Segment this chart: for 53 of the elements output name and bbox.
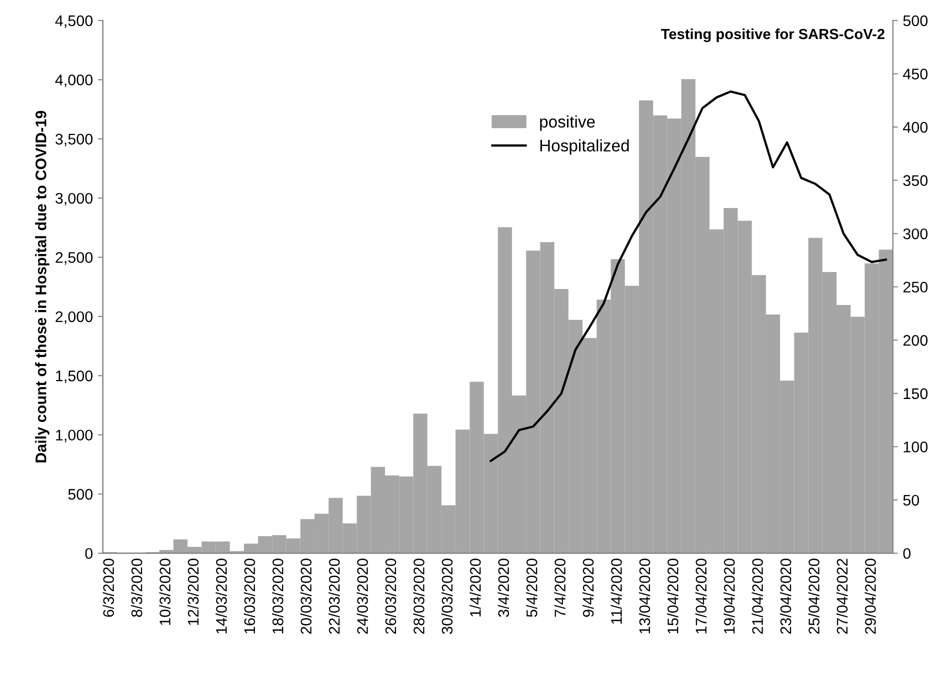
x-tick-label: 22/03/2020 — [328, 558, 340, 634]
y2-tick-label: 150 — [904, 388, 928, 400]
y-tick-label: 4,000 — [55, 74, 93, 88]
x-tick-label: 16/03/2020 — [244, 558, 256, 634]
y-tick-label: 0 — [85, 548, 93, 559]
x-tick-label: 29/04/2020 — [864, 558, 876, 634]
y-tick-label: 1,000 — [56, 430, 93, 442]
y2-tick-label: 400 — [903, 122, 928, 133]
y2-tick-label: 250 — [903, 282, 928, 293]
x-tick-label: 15/04/2020 — [667, 558, 678, 634]
x-tick-label: 30/03/2020 — [441, 558, 453, 634]
y-tick-label: 2,500 — [56, 252, 93, 265]
legend-label: positive — [540, 115, 595, 131]
x-tick-label: 6/3/2020 — [102, 558, 114, 617]
y-axis-title: Daily count of those in Hospital due to COVID-19 — [35, 110, 50, 462]
x-tick-label: 25/04/2020 — [808, 558, 820, 634]
y2-tick-label: 300 — [903, 228, 928, 240]
x-tick-label: 10/3/2020 — [159, 558, 170, 625]
y-tick-label: 3,000 — [55, 192, 93, 206]
x-tick-label: 28/03/2020 — [413, 558, 424, 634]
x-tick-label: 13/04/2020 — [638, 558, 650, 634]
y-tick-label: 1,500 — [56, 370, 93, 384]
x-tick-label: 14/03/2020 — [216, 558, 227, 634]
y2-tick-label: 450 — [903, 68, 928, 80]
x-tick-label: 8/3/2020 — [131, 558, 142, 617]
y2-tick-label: 200 — [903, 335, 928, 346]
x-tick-label: 27/04/2022 — [836, 558, 848, 634]
x-tick-label: 20/03/2020 — [300, 558, 312, 634]
y2-axis-title: Testing positive for SARS-CoV-2 — [661, 28, 884, 42]
y-tick-label: 3,500 — [55, 134, 93, 146]
y2-tick-label: 350 — [903, 175, 928, 186]
x-tick-label: 1/4/2020 — [470, 558, 481, 616]
y-tick-label: 500 — [68, 488, 93, 500]
y-tick-label: 2,000 — [56, 311, 93, 324]
y2-tick-label: 0 — [903, 548, 911, 559]
y2-tick-label: 50 — [903, 494, 920, 506]
x-tick-label: 26/03/2020 — [384, 558, 396, 634]
x-tick-label: 21/04/2020 — [752, 558, 763, 634]
y-tick-label: 4,500 — [55, 15, 93, 28]
y2-tick-label: 100 — [904, 442, 928, 452]
x-tick-label: 24/03/2020 — [356, 558, 368, 634]
x-tick-label: 5/4/2020 — [526, 558, 538, 617]
x-tick-label: 9/4/2020 — [582, 558, 594, 617]
x-tick-label: 17/04/2020 — [695, 558, 707, 634]
legend-label: Hospitalized — [540, 139, 629, 155]
y2-tick-label: 500 — [903, 15, 928, 26]
x-tick-label: 18/03/2020 — [272, 558, 284, 634]
x-tick-label: 19/04/2020 — [724, 558, 735, 634]
x-tick-label: 11/4/2020 — [610, 558, 622, 624]
x-tick-label: 7/4/2020 — [554, 558, 566, 617]
x-tick-label: 3/4/2020 — [498, 558, 510, 617]
x-tick-label: 23/04/2020 — [780, 558, 792, 634]
x-tick-label: 12/3/2020 — [187, 558, 199, 625]
